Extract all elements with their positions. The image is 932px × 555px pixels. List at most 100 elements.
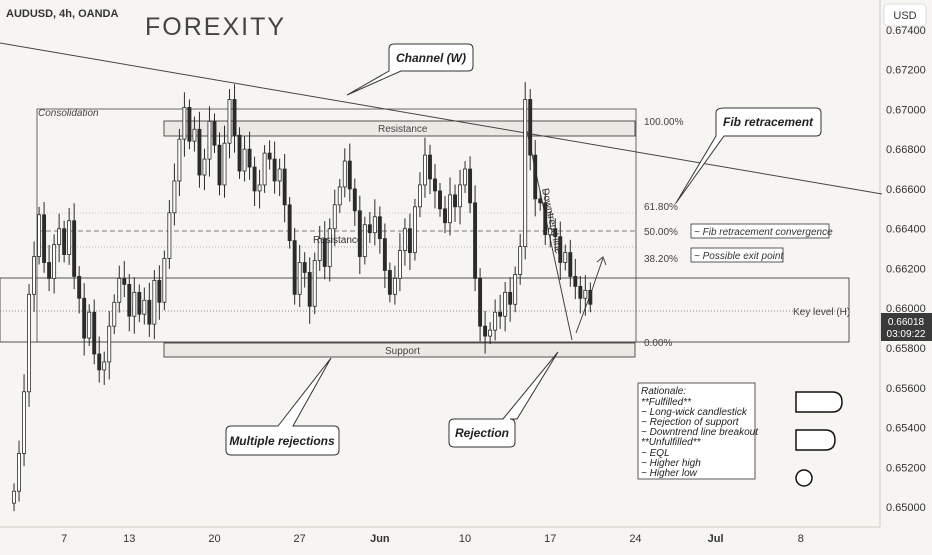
candle-body	[87, 311, 92, 339]
key-level-label: Key level (H)	[793, 307, 850, 318]
candle-body	[588, 289, 593, 305]
x-tick-label: 8	[798, 533, 804, 545]
x-tick-label: 24	[629, 533, 641, 545]
rationale-line: ~ Rejection of support	[641, 417, 740, 428]
rationale-list: Rationale: **Fulfilled** ~ Long-wick can…	[641, 386, 759, 479]
consolidation-label: Consolidation	[38, 108, 99, 119]
candle-body	[568, 252, 573, 277]
candle-body	[402, 228, 407, 251]
resistance-label: Resistance	[378, 124, 428, 135]
x-tick-label: 17	[544, 533, 556, 545]
candle-body	[508, 291, 513, 305]
candle-body	[548, 228, 553, 236]
candle-body	[247, 148, 252, 168]
rationale-line: ~ Long-wick candlestick	[641, 407, 748, 418]
candle-body	[418, 184, 422, 208]
fib-50-label: 50.00%	[644, 227, 678, 238]
candle-body	[217, 144, 222, 186]
x-tick-label: Jun	[370, 533, 390, 545]
candle-body	[498, 311, 503, 317]
candle-body	[352, 188, 357, 212]
y-tick-label: 0.65600	[886, 383, 926, 395]
candle-body	[32, 256, 37, 295]
rationale-line: ~ Higher low	[641, 468, 698, 479]
candle-body	[132, 291, 137, 317]
exit-point-note: ~ Possible exit point	[694, 251, 784, 262]
candle-body	[463, 168, 468, 186]
fib-callout-text: Fib retracement	[723, 115, 814, 129]
candle-body	[377, 216, 382, 240]
x-tick-label: 10	[459, 533, 471, 545]
rationale-line: Rationale:	[641, 386, 686, 397]
candle-body	[443, 208, 447, 224]
status-pill-icon	[795, 391, 843, 413]
candle-body	[423, 154, 427, 186]
channel-callout: Channel (W)	[346, 43, 474, 96]
candle-body	[357, 210, 362, 257]
candle-body	[523, 99, 528, 247]
candle-body	[473, 202, 478, 279]
candle-body	[72, 220, 77, 277]
status-circle-icon	[795, 469, 813, 487]
fib-callout: Fib retracement	[675, 107, 822, 204]
candle-body	[337, 186, 342, 206]
support-zone	[163, 342, 636, 358]
support-label: Support	[385, 346, 420, 357]
candle-body	[287, 204, 292, 242]
candle-body	[428, 154, 432, 180]
y-tick-label: 0.65200	[886, 462, 926, 474]
candle-body	[232, 99, 237, 136]
structure-lines	[0, 42, 883, 358]
candle-body	[503, 291, 508, 317]
rationale-line: ~ Higher high	[641, 458, 701, 469]
candle-body	[327, 228, 332, 267]
y-tick-label: 0.66600	[886, 184, 926, 196]
candle-body	[533, 154, 538, 200]
candle-body	[42, 214, 47, 263]
candle-body	[347, 160, 352, 190]
candle-body	[518, 246, 523, 275]
candle-body	[312, 260, 317, 307]
candle-body	[47, 262, 52, 279]
candle-body	[167, 212, 172, 259]
rationale-line: ~ Downtrend line breakout	[641, 427, 759, 438]
candle-body	[192, 128, 197, 142]
candle-body	[262, 152, 267, 186]
candle-body	[478, 278, 483, 327]
candle-body	[317, 238, 322, 261]
y-tick-label: 0.66400	[886, 224, 926, 236]
channel-line	[0, 42, 883, 195]
fib-38-label: 38.20%	[644, 254, 678, 265]
candle-body	[307, 272, 312, 307]
candle-body	[152, 280, 157, 325]
candle-body	[172, 180, 177, 214]
fib-100-label: 100.00%	[644, 117, 684, 128]
candle-body	[142, 299, 147, 315]
y-tick-label: 0.66000	[886, 303, 926, 315]
candle-body	[27, 293, 32, 393]
candle-body	[342, 160, 347, 188]
candle-body	[483, 325, 488, 337]
candle-body	[322, 238, 327, 267]
candle-body	[67, 220, 72, 255]
currency-box[interactable]	[883, 3, 927, 27]
candle-body	[77, 276, 82, 299]
candle-body	[177, 138, 182, 182]
candle-body	[297, 262, 302, 295]
price-tag	[881, 313, 932, 341]
exit-point-box	[690, 247, 784, 263]
candle-body	[57, 228, 62, 246]
y-axis: 0.65000 0.65200 0.65400 0.65600 0.65800 0.660…	[886, 25, 926, 514]
projection-arrowhead	[596, 256, 607, 266]
candle-body	[412, 206, 417, 253]
x-tick-label: 13	[123, 533, 135, 545]
candle-body	[468, 168, 473, 204]
candle-body	[578, 285, 583, 299]
candle-body	[112, 301, 117, 327]
resistance-mid-label: Resistance	[313, 235, 363, 246]
candle-body	[558, 236, 563, 263]
candle-body	[127, 283, 132, 317]
rationale-line: **Fulfilled**	[641, 397, 692, 408]
candle-body	[583, 289, 588, 299]
